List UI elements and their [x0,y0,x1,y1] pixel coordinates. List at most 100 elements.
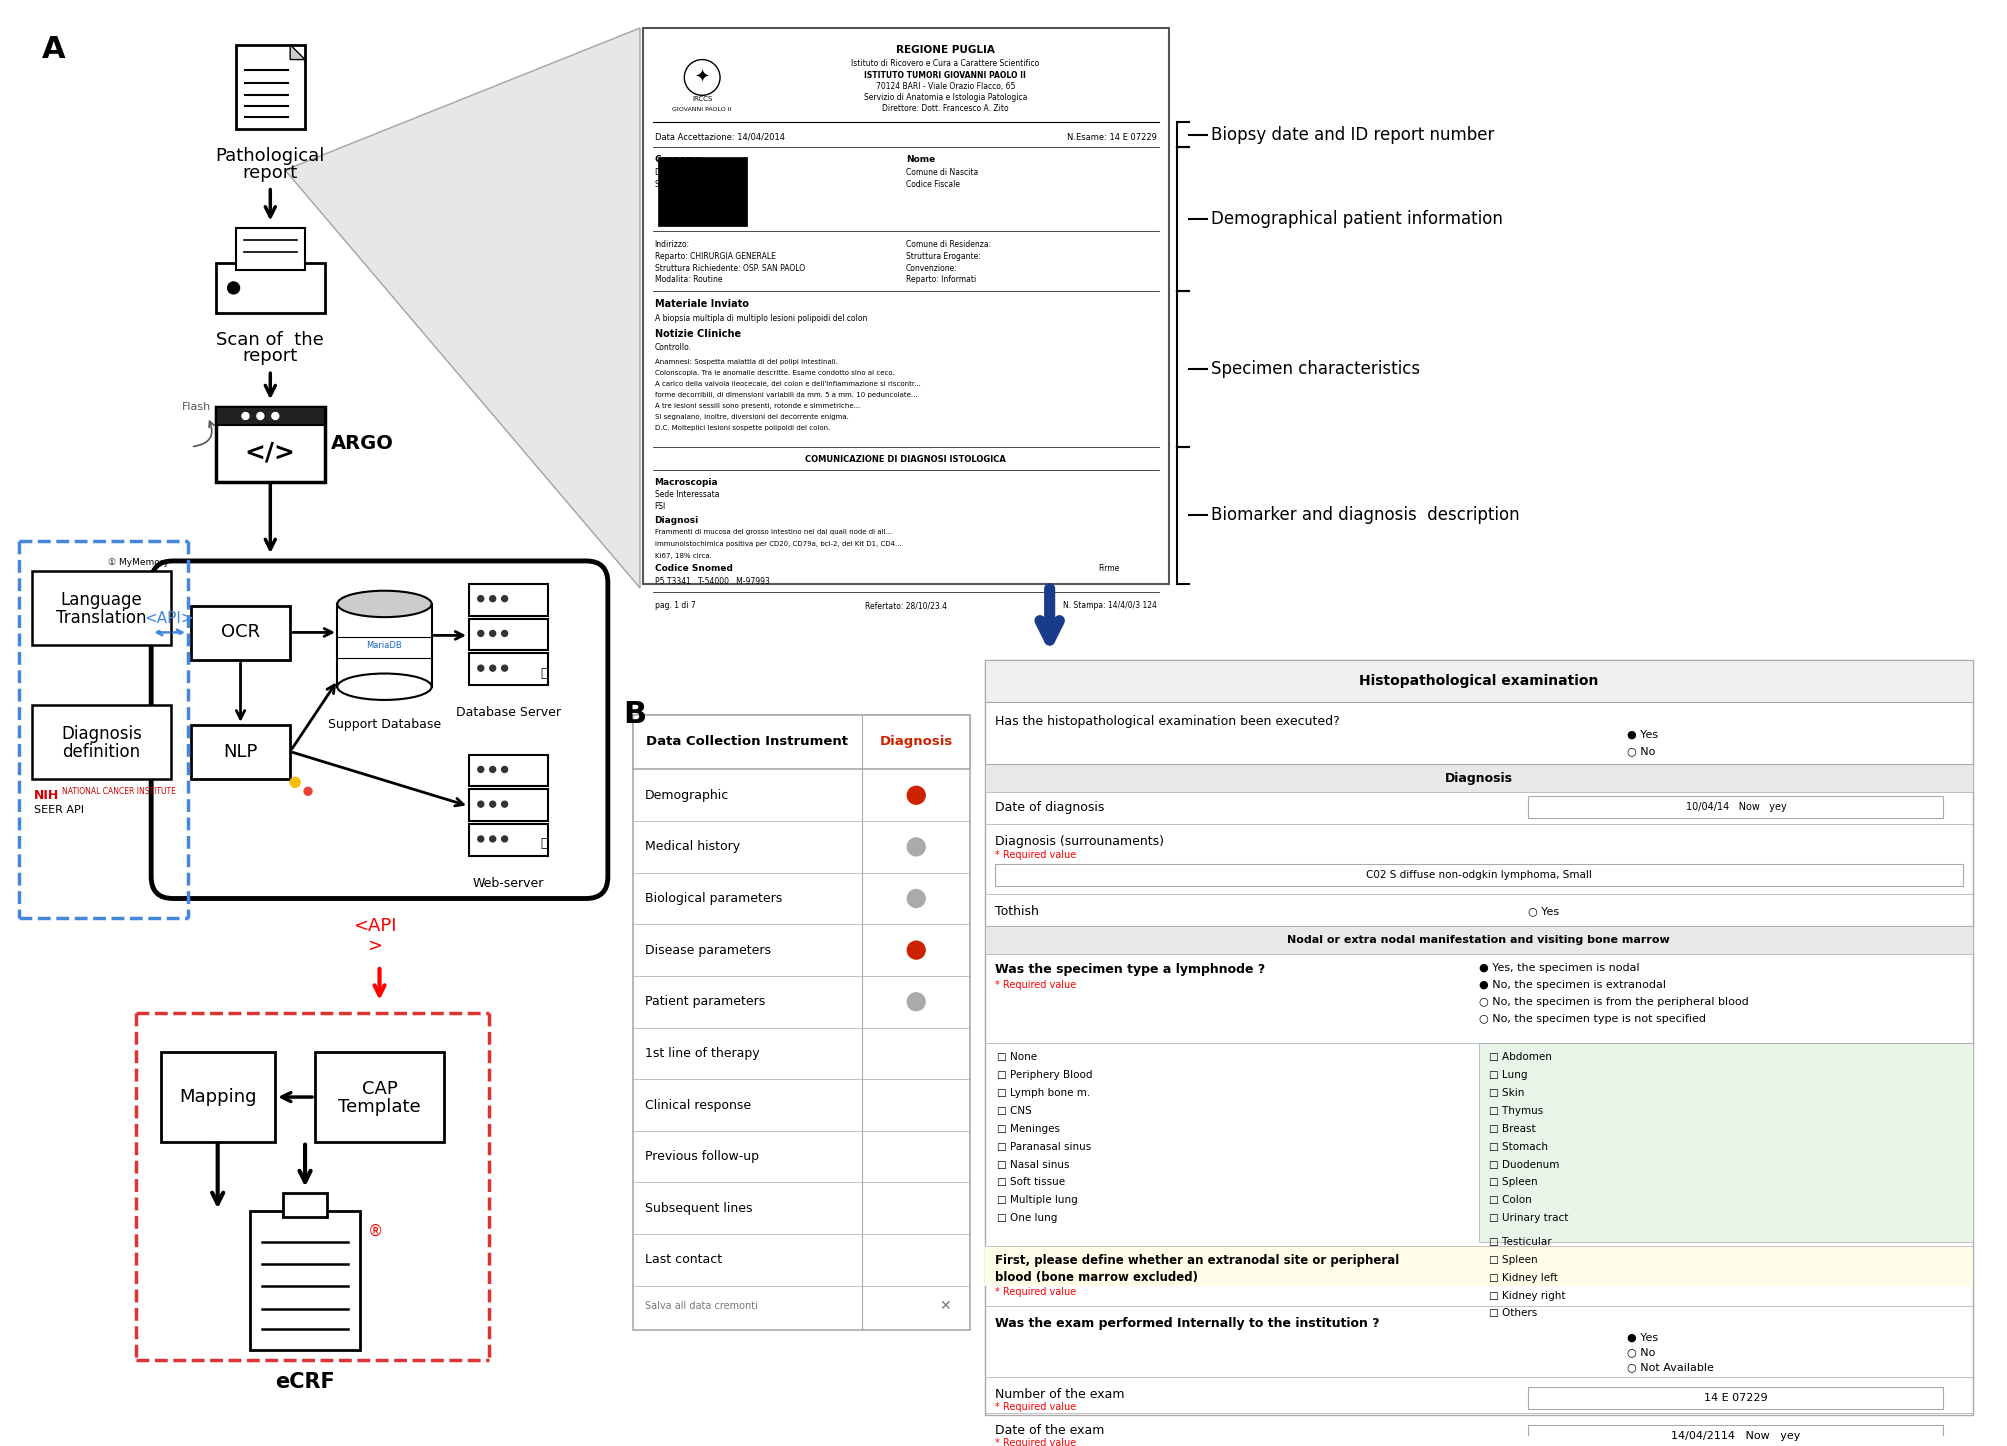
Text: Data di nascita: Data di nascita [654,168,712,178]
Text: Pathological: Pathological [215,147,325,165]
Text: ✕: ✕ [939,1299,951,1313]
Text: >: > [367,937,381,956]
Circle shape [502,766,508,772]
Text: □ None: □ None [997,1053,1038,1063]
Text: ISTITUTO TUMORI GIOVANNI PAOLO II: ISTITUTO TUMORI GIOVANNI PAOLO II [865,71,1026,80]
Text: □ Kidney left: □ Kidney left [1489,1272,1557,1283]
FancyBboxPatch shape [1529,797,1943,818]
Text: □ Nasal sinus: □ Nasal sinus [997,1160,1070,1170]
Text: C02 S diffuse non-odgkin lymphoma, Small: C02 S diffuse non-odgkin lymphoma, Small [1365,869,1592,879]
Text: 1st line of therapy: 1st line of therapy [644,1047,759,1060]
Text: ● Yes, the specimen is nodal: ● Yes, the specimen is nodal [1479,963,1640,973]
Text: B: B [622,700,646,729]
Circle shape [291,778,301,787]
Circle shape [502,801,508,807]
Text: ○ No, the specimen type is not specified: ○ No, the specimen type is not specified [1479,1014,1706,1024]
Text: IRCCS: IRCCS [692,97,712,103]
Text: Refertato: 28/10/23.4: Refertato: 28/10/23.4 [865,602,947,610]
Text: report: report [243,163,297,182]
Text: FSI: FSI [654,502,666,510]
Circle shape [490,630,496,636]
Text: Diagnosis: Diagnosis [1445,772,1513,785]
Text: 70124 BARI - Viale Orazio Flacco, 65: 70124 BARI - Viale Orazio Flacco, 65 [875,82,1016,91]
Text: Was the specimen type a lymphnode ?: Was the specimen type a lymphnode ? [995,963,1264,976]
Text: A biopsia multipla di multiplo lesioni polipoidi del colon: A biopsia multipla di multiplo lesioni p… [654,314,867,324]
Text: Reparto: Informati: Reparto: Informati [905,276,975,285]
Text: 14/04/2114   Now   yey: 14/04/2114 Now yey [1672,1430,1800,1440]
Text: Reparto: CHIRURGIA GENERALE: Reparto: CHIRURGIA GENERALE [654,252,775,260]
Text: definition: definition [62,743,140,761]
Circle shape [271,412,279,419]
Text: A: A [42,35,66,64]
FancyBboxPatch shape [235,228,305,270]
Text: blood (bone marrow excluded): blood (bone marrow excluded) [995,1271,1198,1284]
FancyBboxPatch shape [985,765,1973,792]
Text: GIOVANNI PAOLO II: GIOVANNI PAOLO II [672,107,733,111]
FancyBboxPatch shape [470,755,548,787]
Text: Translation: Translation [56,609,147,626]
FancyBboxPatch shape [191,724,291,779]
FancyBboxPatch shape [1529,1387,1943,1408]
Text: 14 E 07229: 14 E 07229 [1704,1392,1768,1403]
Text: REGIONE PUGLIA: REGIONE PUGLIA [895,45,995,55]
Text: NATIONAL CANCER INSTITUTE: NATIONAL CANCER INSTITUTE [62,787,177,797]
Text: Comune di Nascita: Comune di Nascita [905,168,977,178]
Text: * Required value: * Required value [995,980,1076,991]
Circle shape [305,787,311,795]
Polygon shape [337,604,432,687]
Text: Biological parameters: Biological parameters [644,892,783,905]
Text: OCR: OCR [221,623,261,642]
Text: NLP: NLP [223,743,257,761]
Text: Diagnosis: Diagnosis [60,724,142,743]
Text: Codice Fiscale: Codice Fiscale [905,181,959,189]
Text: Patient parameters: Patient parameters [644,995,765,1008]
Text: 🐧: 🐧 [540,667,548,680]
Text: □ Others: □ Others [1489,1309,1537,1319]
Text: Tothish: Tothish [995,905,1040,918]
Text: ✦: ✦ [694,68,710,87]
FancyBboxPatch shape [32,571,171,645]
Text: Codice Snomed: Codice Snomed [654,564,733,574]
Circle shape [502,665,508,671]
Text: NIH: NIH [34,790,60,803]
Text: □ Lymph bone m.: □ Lymph bone m. [997,1087,1090,1098]
Polygon shape [291,45,305,59]
Text: ○ No: ○ No [1628,1348,1656,1358]
Text: ○ No: ○ No [1628,746,1656,756]
Circle shape [243,412,249,419]
Text: Language: Language [60,590,142,609]
FancyBboxPatch shape [985,661,1973,701]
Text: N.Esame: 14 E 07229: N.Esame: 14 E 07229 [1068,133,1156,142]
Text: □ Periphery Blood: □ Periphery Blood [997,1070,1092,1080]
Text: Support Database: Support Database [327,717,442,730]
Text: Si segnalano, inoltre, diversioni del decorrente enigma.: Si segnalano, inoltre, diversioni del de… [654,414,849,419]
Text: Last contact: Last contact [644,1254,723,1267]
Text: Frammenti di mucosa del grosso intestino nei dai quali node di all...: Frammenti di mucosa del grosso intestino… [654,529,891,535]
Text: Firme: Firme [1098,564,1120,574]
Text: Subsequent lines: Subsequent lines [644,1202,753,1215]
Text: Has the histopathological examination been executed?: Has the histopathological examination be… [995,716,1341,729]
Text: ① MyMemory: ① MyMemory [108,558,169,567]
Text: □ Urinary tract: □ Urinary tract [1489,1213,1567,1223]
Circle shape [478,665,484,671]
Text: Sesso: Sesso [654,181,676,189]
Circle shape [502,596,508,602]
Text: P5 T3341   T-54000   M-97993: P5 T3341 T-54000 M-97993 [654,577,769,586]
Text: □ Abdomen: □ Abdomen [1489,1053,1551,1063]
Text: ARGO: ARGO [331,434,393,453]
Polygon shape [285,27,640,589]
Text: Sede Interessata: Sede Interessata [654,490,719,499]
Text: Data Accettazione: 14/04/2014: Data Accettazione: 14/04/2014 [654,133,785,142]
Text: * Required value: * Required value [995,1401,1076,1411]
FancyBboxPatch shape [985,927,1973,954]
Text: □ Thymus: □ Thymus [1489,1106,1543,1116]
FancyBboxPatch shape [470,824,548,856]
Text: forme decorribili, di dimensioni variabili da mm. 5 a mm. 10 peduncolate...: forme decorribili, di dimensioni variabi… [654,392,917,398]
Text: Macroscopia: Macroscopia [654,479,719,487]
Text: Diagnosis: Diagnosis [879,735,953,748]
Text: ○ Not Available: ○ Not Available [1628,1362,1714,1372]
Text: * Required value: * Required value [995,1437,1076,1446]
Circle shape [907,941,925,959]
Text: A tre lesioni sessili sono presenti, rotonde e simmetriche...: A tre lesioni sessili sono presenti, rot… [654,403,859,409]
Text: Biomarker and diagnosis  description: Biomarker and diagnosis description [1212,506,1519,525]
